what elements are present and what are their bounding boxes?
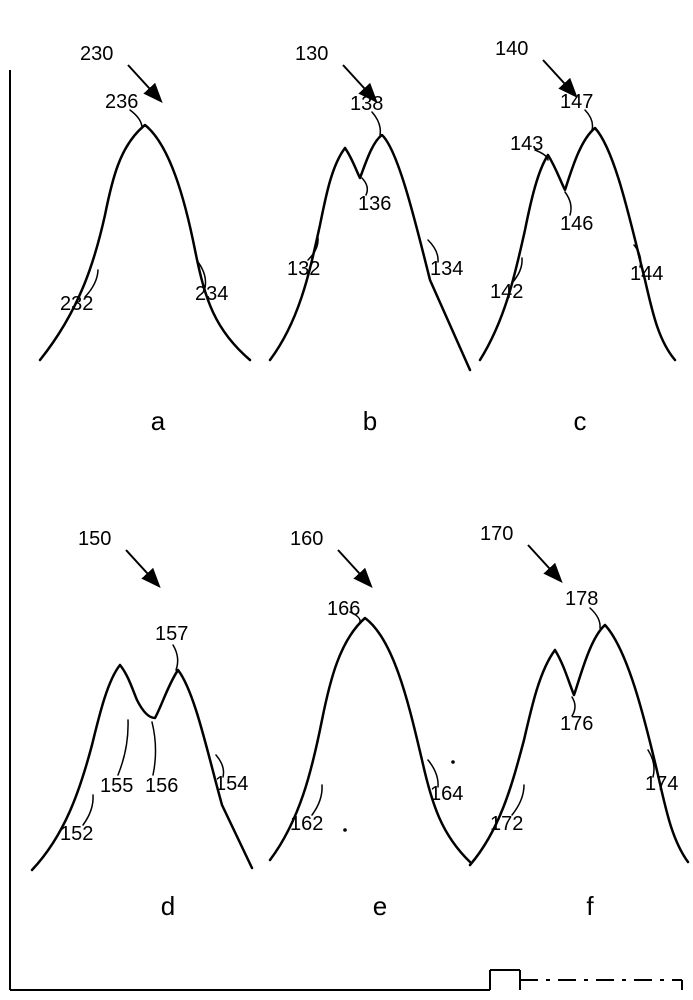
- profile-curve-b: [270, 135, 470, 370]
- panel-id-arrow-e: [338, 550, 370, 585]
- panel-f: f 170 172 178 176 174: [470, 523, 688, 921]
- panel-d: d 150 152 155 156 157 154: [32, 528, 252, 921]
- label-162: 162: [290, 813, 323, 835]
- leader-152: [83, 795, 93, 825]
- panel-id-arrow-c: [543, 60, 575, 95]
- panel-id-a: 230: [80, 43, 113, 65]
- panel-a: a 230 232 236 234: [40, 43, 250, 436]
- label-146: 146: [560, 213, 593, 235]
- leader-146: [565, 192, 571, 215]
- label-144: 144: [630, 263, 663, 285]
- label-236: 236: [105, 91, 138, 113]
- label-176: 176: [560, 713, 593, 735]
- panel-letter-f: f: [586, 891, 594, 921]
- leader-155: [118, 720, 128, 775]
- panel-c: c 140 142 143 147 146 144: [480, 38, 675, 436]
- dot-164: [451, 760, 455, 764]
- panel-id-e: 160: [290, 528, 323, 550]
- dot-162: [343, 828, 347, 832]
- panel-id-d: 150: [78, 528, 111, 550]
- label-174: 174: [645, 773, 678, 795]
- panel-b: b 130 132 138 136 134: [270, 43, 470, 436]
- label-178: 178: [565, 588, 598, 610]
- label-166: 166: [327, 598, 360, 620]
- label-136: 136: [358, 193, 391, 215]
- panel-id-c: 140: [495, 38, 528, 60]
- profile-curve-a: [40, 125, 250, 360]
- leader-138: [372, 112, 380, 135]
- label-142: 142: [490, 281, 523, 303]
- profile-curve-c: [480, 128, 675, 360]
- label-134: 134: [430, 258, 463, 280]
- label-152: 152: [60, 823, 93, 845]
- leader-156: [152, 722, 156, 775]
- panel-letter-a: a: [151, 406, 166, 436]
- leader-147: [585, 110, 593, 130]
- panel-e: e 160 162 166 164: [270, 528, 470, 921]
- panel-letter-c: c: [574, 406, 587, 436]
- label-172: 172: [490, 813, 523, 835]
- panel-letter-b: b: [363, 406, 377, 436]
- panel-letter-d: d: [161, 891, 175, 921]
- panel-id-f: 170: [480, 523, 513, 545]
- leader-172: [512, 785, 524, 815]
- label-132: 132: [287, 258, 320, 280]
- panel-id-b: 130: [295, 43, 328, 65]
- label-164: 164: [430, 783, 463, 805]
- leader-178: [590, 608, 600, 628]
- label-143: 143: [510, 133, 543, 155]
- diagram-canvas: a 230 232 236 234 b 130 132 138 136 134 c 140 142 14…: [0, 0, 693, 1000]
- label-232: 232: [60, 293, 93, 315]
- leader-157: [173, 645, 178, 670]
- label-154: 154: [215, 773, 248, 795]
- panel-letter-e: e: [373, 891, 387, 921]
- leader-162: [312, 785, 322, 815]
- label-155: 155: [100, 775, 133, 797]
- label-234: 234: [195, 283, 228, 305]
- label-147: 147: [560, 91, 593, 113]
- label-156: 156: [145, 775, 178, 797]
- label-138: 138: [350, 93, 383, 115]
- label-157: 157: [155, 623, 188, 645]
- panel-id-arrow-d: [126, 550, 158, 585]
- panel-id-arrow-f: [528, 545, 560, 580]
